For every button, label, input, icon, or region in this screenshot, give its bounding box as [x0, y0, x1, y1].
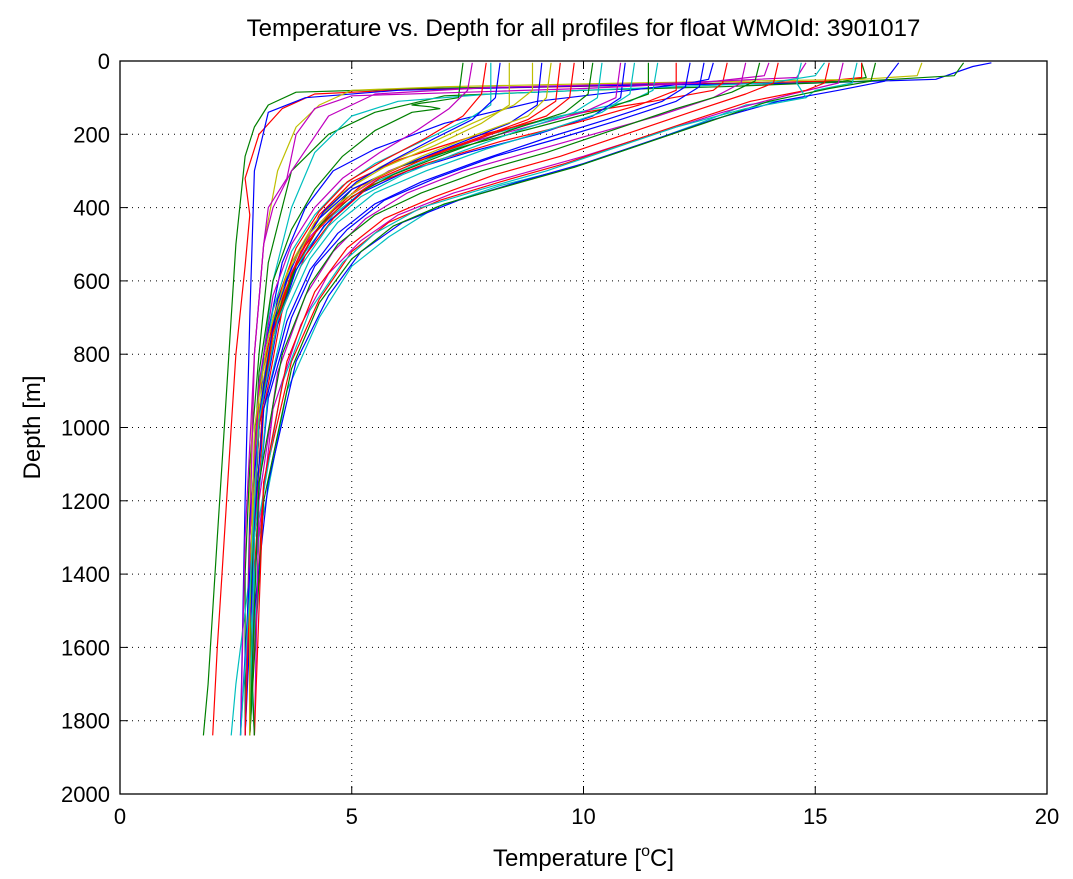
y-tick-label: 800 [73, 342, 110, 367]
y-tick-label: 200 [73, 122, 110, 147]
profile-line-26 [249, 62, 807, 736]
profile-line-10 [249, 62, 659, 736]
y-axis-title: Depth [m] [19, 375, 46, 479]
profile-line-38 [239, 62, 691, 736]
profile-line-6 [244, 62, 807, 736]
profile-line-36 [249, 62, 761, 736]
profile-lines [202, 62, 992, 736]
y-tick-label: 1800 [61, 709, 110, 734]
profile-line-8 [249, 62, 714, 736]
profile-line-40 [239, 62, 603, 736]
x-tick-label: 10 [571, 804, 595, 829]
y-tick-label: 2000 [61, 782, 110, 807]
profile-line-3 [239, 62, 992, 736]
chart-title: Temperature vs. Depth for all profiles f… [247, 15, 921, 42]
profile-line-34 [249, 62, 636, 736]
profile-line-31 [249, 62, 594, 736]
profile-line-22 [249, 62, 844, 736]
x-tick-label: 15 [803, 804, 827, 829]
profile-line-7 [230, 62, 825, 736]
profile-line-27 [253, 62, 747, 736]
profile-line-25 [249, 62, 877, 736]
profile-line-30 [249, 62, 534, 736]
profile-line-28 [253, 62, 779, 736]
x-axis-title-superscript: o [641, 843, 650, 860]
y-tick-label: 0 [98, 49, 110, 74]
profile-line-20 [239, 62, 770, 736]
profile-line-18 [249, 62, 561, 736]
x-tick-label: 5 [346, 804, 358, 829]
y-tick-label: 1400 [61, 562, 110, 587]
profile-line-39 [249, 62, 552, 736]
y-tick-label: 400 [73, 196, 110, 221]
grid-lines [120, 61, 1047, 794]
profile-line-15 [244, 62, 492, 736]
y-tick-label: 1000 [61, 416, 110, 441]
y-tick-label: 600 [73, 269, 110, 294]
y-tick-label: 1200 [61, 489, 110, 514]
profile-line-21 [249, 62, 858, 736]
profile-line-4 [244, 62, 965, 736]
profile-line-17 [244, 62, 464, 736]
x-axis-title-main: Temperature [ [493, 845, 641, 872]
profile-line-23 [249, 62, 830, 736]
axis-ticks: 0 5 10 15 2002004006008001000120014001600180… [61, 49, 1059, 829]
x-tick-label: 20 [1035, 804, 1059, 829]
profile-line-9 [244, 62, 728, 736]
y-tick-label: 1600 [61, 635, 110, 660]
x-tick-label: 0 [114, 804, 126, 829]
profile-line-29 [244, 62, 705, 736]
x-axis-title-unit: C] [650, 845, 674, 872]
profile-line-14 [249, 62, 677, 736]
x-axis-title: Temperature [oC] [493, 843, 674, 872]
